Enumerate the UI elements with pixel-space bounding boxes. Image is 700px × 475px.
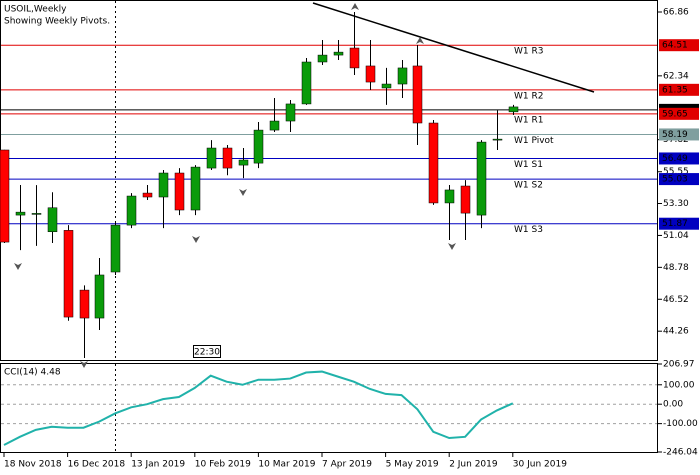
x-tick-label: 10 Feb 2019 [195, 460, 251, 470]
y-tick-label: 0.00 [663, 400, 683, 410]
candle-body [476, 141, 487, 216]
y-tick-label: 44.26 [663, 327, 689, 337]
x-tick-label: 18 Nov 2018 [4, 460, 62, 470]
candle-body [126, 195, 137, 226]
chart-subtitle: Showing Weekly Pivots. [4, 17, 110, 27]
pivot-name: W1 R1 [514, 115, 543, 125]
y-tick-label: 51.04 [663, 231, 689, 241]
candle-body [63, 230, 74, 318]
indicator-frame [0, 363, 658, 453]
pivot-label: 51.87 [662, 219, 688, 229]
candle-body [365, 65, 376, 83]
candle-body [79, 289, 90, 319]
candle-body [110, 224, 121, 273]
candle-body [222, 147, 233, 169]
pivot-name: W1 R3 [514, 47, 543, 57]
candle-body [174, 172, 185, 211]
candle-body [206, 147, 217, 169]
y-tick-label: 53.30 [663, 199, 689, 209]
pivot-label: 56.49 [662, 154, 688, 164]
candle-body [15, 211, 26, 216]
candle-body [492, 138, 503, 141]
trend-line [312, 2, 595, 93]
fractal-up [416, 37, 424, 44]
pivot-name: W1 S1 [514, 160, 543, 170]
pivot-name: W1 R2 [514, 91, 543, 101]
pivot-label: 64.51 [662, 41, 688, 51]
y-tick-label: -100.00 [663, 419, 698, 429]
x-tick-label: 30 Jun 2019 [513, 460, 567, 470]
pivot-box [659, 217, 699, 230]
chart-title: USOIL,Weekly [4, 5, 67, 15]
fractal-up [351, 3, 359, 10]
candle-body [142, 192, 153, 198]
candle-body [238, 159, 249, 166]
y-tick-label: 55.55 [663, 167, 689, 177]
x-tick-label: 7 Apr 2019 [322, 460, 372, 470]
pivot-box [659, 83, 699, 96]
y-tick-label: 206.97 [663, 360, 695, 370]
candle-body [269, 120, 280, 131]
pivot-name: W1 S3 [514, 225, 543, 235]
plot: W1 R3 W1 R2 W1 R1 W1 Pivot W1 S1 W1 S2 W1 S3 [0, 12, 657, 446]
fractal-down [14, 263, 22, 270]
pivot-box [659, 39, 699, 52]
candle-body [460, 185, 471, 214]
candle-body [158, 172, 169, 198]
candle-body [253, 129, 264, 164]
candle-body [428, 122, 439, 204]
pivot-name: W1 Pivot [514, 136, 554, 146]
x-tick-label: 5 May 2019 [386, 460, 439, 470]
x-tick-label: 13 Jan 2019 [131, 460, 185, 470]
y-tick-label: 48.78 [663, 263, 689, 273]
candle-body [397, 67, 408, 85]
candle-body [301, 61, 312, 105]
pivot-label: 58.19 [662, 130, 688, 140]
candle-body [412, 65, 423, 124]
candle-body [31, 213, 42, 215]
pivot-box [659, 152, 699, 165]
timer-box [193, 345, 221, 358]
x-tick-label: 2 Jun 2019 [449, 460, 498, 470]
x-tick-label: 10 Mar 2019 [258, 460, 315, 470]
candle-body [349, 47, 360, 69]
candle-body [333, 51, 344, 56]
indicator-title: CCI(14) 4.48 [4, 368, 61, 378]
y-tick-label: 46.52 [663, 295, 689, 305]
y-tick-label: 100.00 [663, 380, 695, 390]
fractal-down [192, 236, 200, 243]
y-tick-label: 66.86 [663, 8, 689, 18]
candle-body [94, 274, 105, 319]
candle-body [317, 54, 328, 63]
candle-body [508, 106, 519, 113]
pivot-label: 61.35 [662, 85, 688, 95]
pivot-box [659, 173, 699, 186]
candle-body [0, 149, 10, 243]
candle-body [444, 189, 455, 204]
pivot-name: W1 S2 [514, 181, 543, 191]
pivot-label: 59.65 [662, 109, 688, 119]
y-tick-label: -246.04 [663, 448, 698, 458]
candle-body [190, 166, 201, 211]
candle-body [285, 103, 296, 122]
fractals [14, 3, 456, 368]
fractal-down [80, 361, 88, 368]
candle-body [381, 83, 392, 89]
y-tick-label: 62.34 [663, 71, 689, 81]
pivot-box [659, 128, 699, 141]
timer: 22:30 [194, 348, 220, 358]
candle-body [47, 207, 58, 233]
fractal-down [448, 243, 456, 250]
pivot-box [659, 107, 699, 120]
x-tick-label: 16 Dec 2018 [68, 460, 126, 470]
cci-line [3, 370, 514, 446]
pivot-label: 55.03 [662, 175, 688, 185]
fractal-down [239, 189, 247, 196]
